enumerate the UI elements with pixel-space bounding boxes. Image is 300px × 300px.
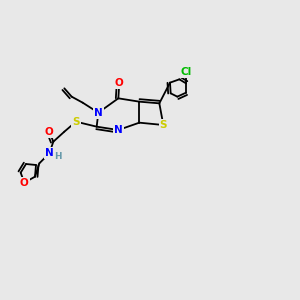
Text: O: O bbox=[20, 178, 29, 188]
Text: O: O bbox=[115, 78, 124, 88]
Text: S: S bbox=[72, 117, 80, 127]
Text: O: O bbox=[45, 127, 54, 137]
Text: N: N bbox=[114, 125, 123, 135]
Text: S: S bbox=[160, 120, 167, 130]
Text: H: H bbox=[55, 152, 62, 161]
Text: N: N bbox=[94, 108, 103, 118]
Text: Cl: Cl bbox=[180, 67, 192, 77]
Text: N: N bbox=[45, 148, 54, 158]
